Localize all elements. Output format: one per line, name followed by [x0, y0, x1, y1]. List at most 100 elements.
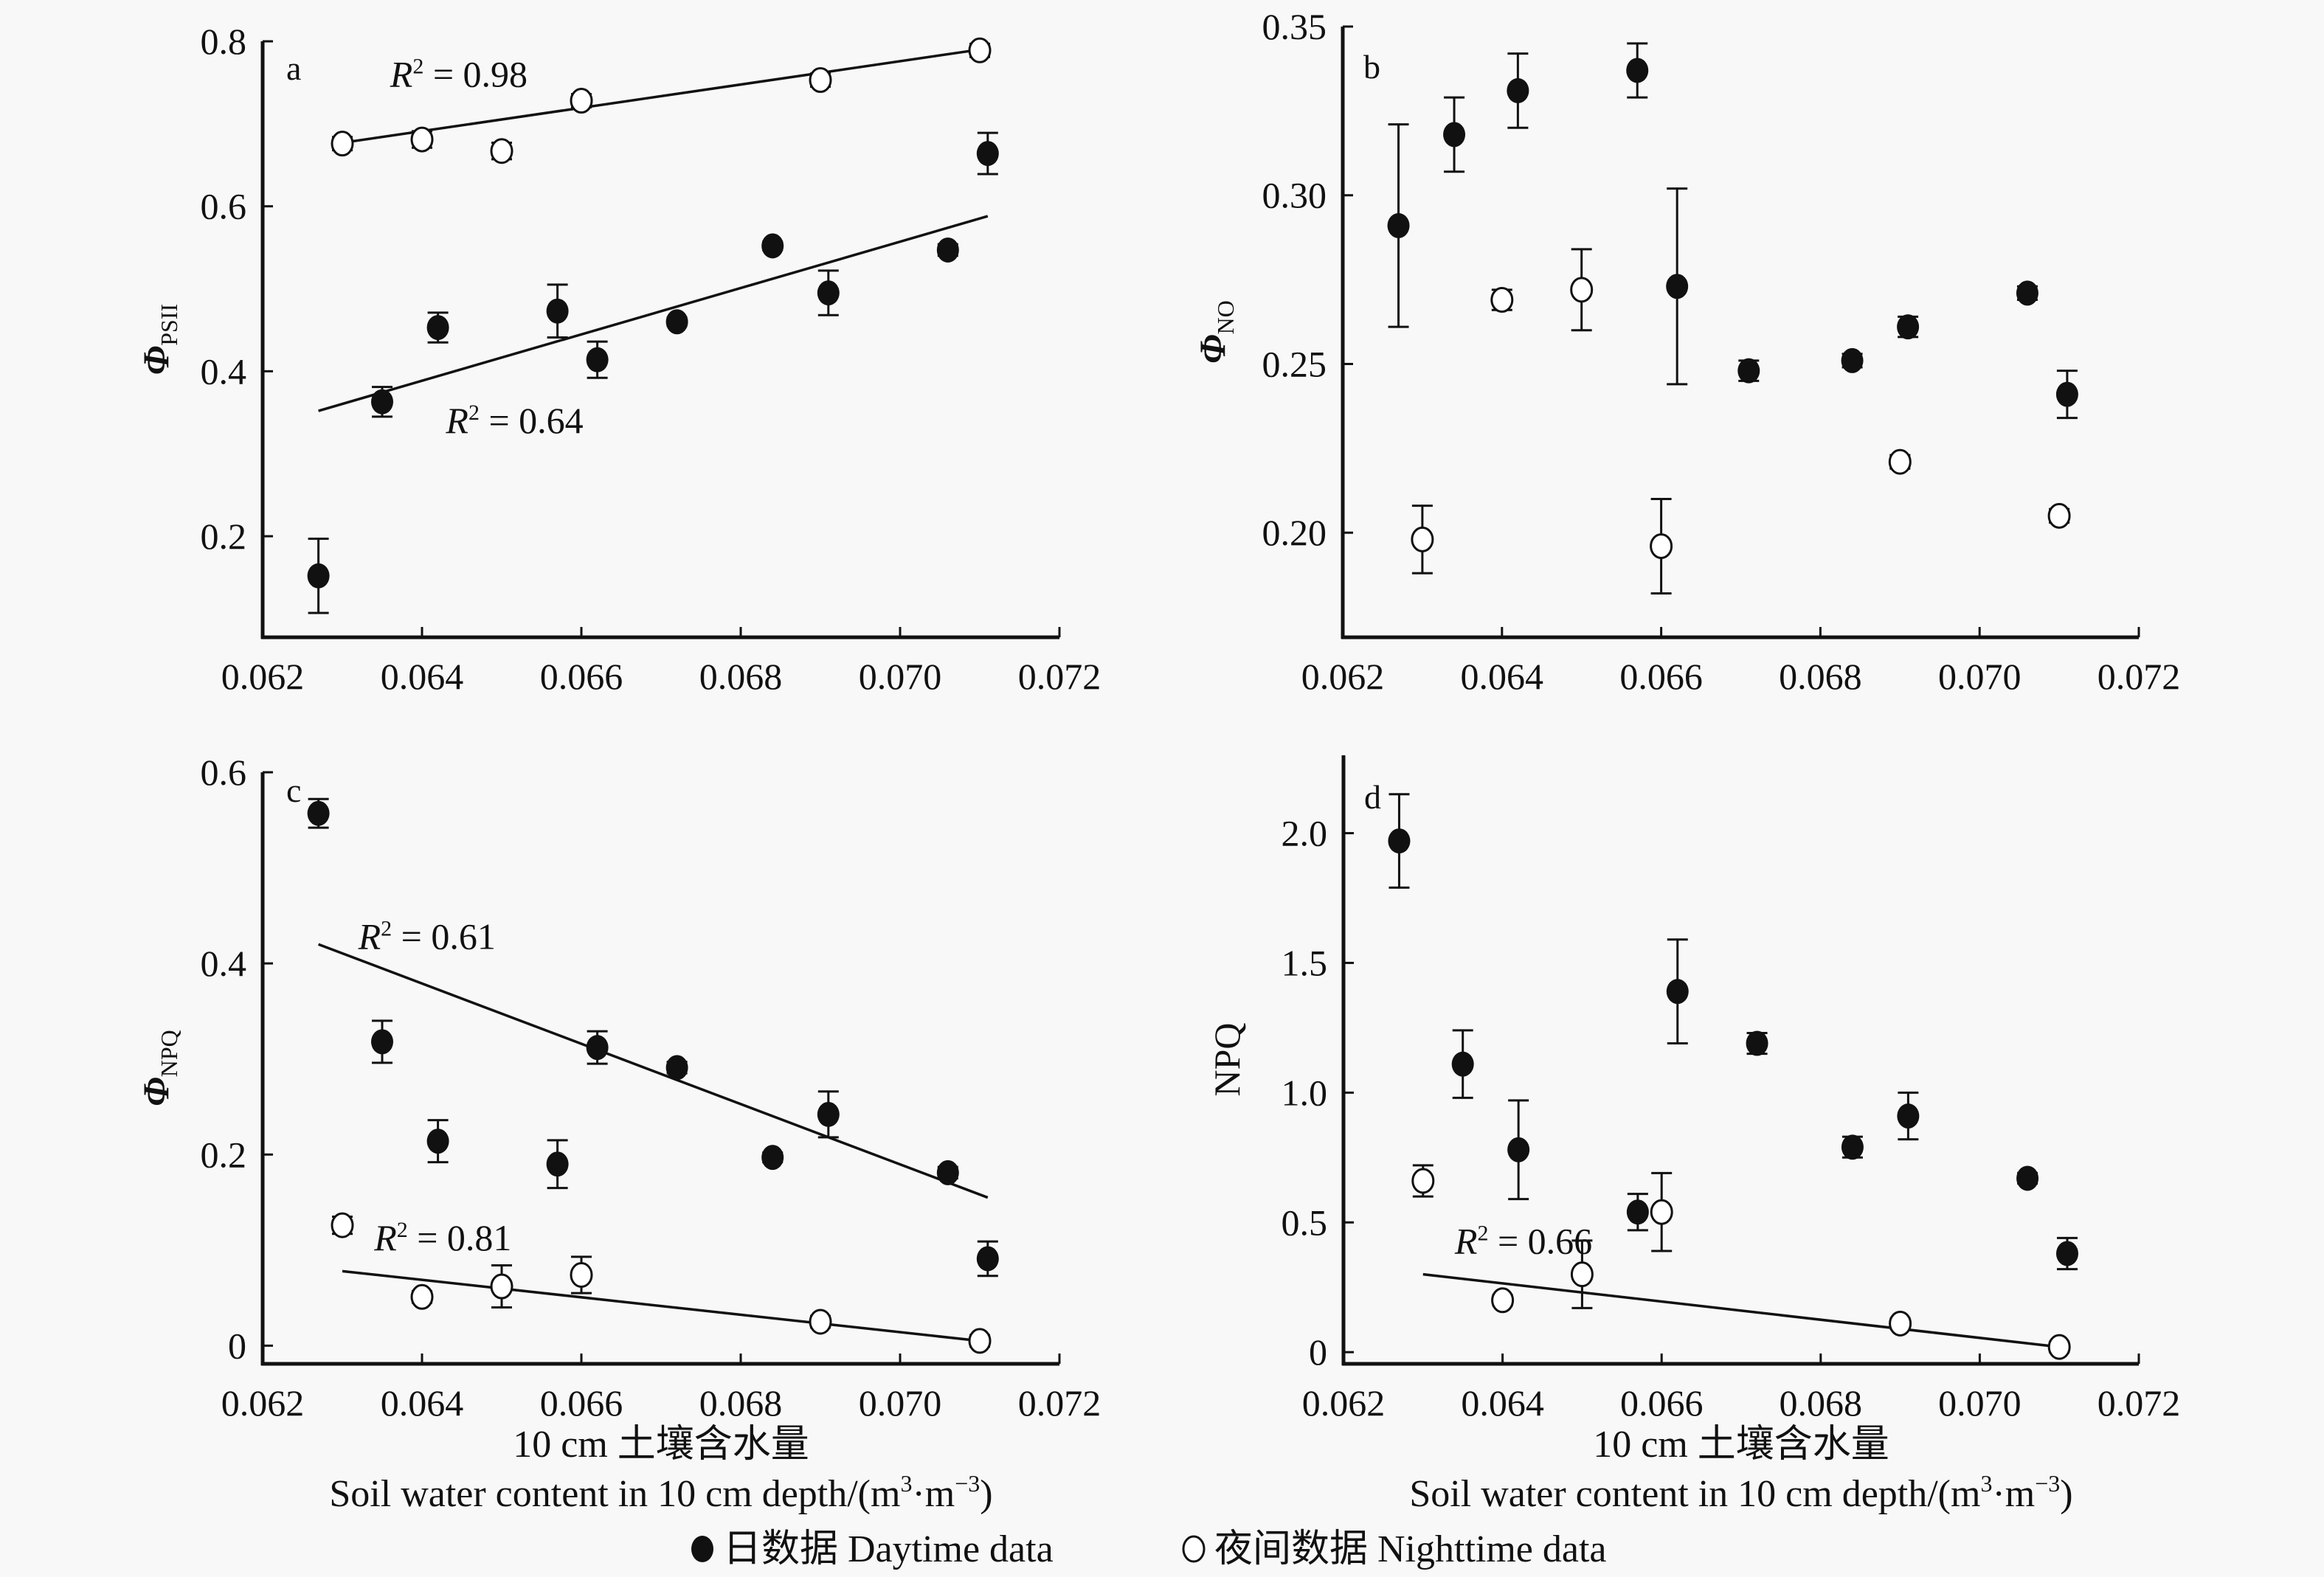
data-point	[809, 1309, 832, 1335]
y-axis-title: ΦNPQ	[135, 1030, 182, 1106]
data-point	[1897, 314, 1920, 340]
data-point	[1650, 1171, 1673, 1252]
marker-filled	[976, 1246, 999, 1272]
x-tick-label: 0.068	[699, 1382, 783, 1424]
marker-filled	[371, 389, 393, 415]
y-tick-label: 0.4	[201, 943, 247, 984]
y-axis-title-sub: NPQ	[156, 1030, 182, 1077]
data-point	[371, 1019, 393, 1064]
data-point	[665, 309, 688, 335]
data-point	[1570, 248, 1594, 332]
data-point	[307, 537, 330, 614]
r2-symbol: R	[358, 916, 381, 957]
marker-open	[968, 37, 992, 63]
x-tick-label: 0.064	[1461, 656, 1544, 697]
r2-value: = 0.64	[480, 400, 584, 441]
data-point	[665, 1055, 688, 1081]
marker-filled	[761, 233, 784, 259]
data-point	[1626, 42, 1649, 99]
xlabel-en-sup1: 3	[900, 1470, 912, 1497]
marker-filled	[1387, 212, 1410, 238]
data-point	[1841, 1134, 1864, 1160]
data-point	[570, 1255, 593, 1294]
y-tick-label: 0.2	[201, 1134, 247, 1175]
xlabel-en-left: Soil water content in 10 cm depth/(m3·m−…	[329, 1470, 992, 1515]
y-axis-title-main: NPQ	[1206, 1022, 1248, 1096]
r2-value: = 0.61	[392, 916, 496, 957]
r2-symbol: R	[373, 1217, 397, 1258]
panel-a: 0.062 0.064 0.066 0.068 0.070 0.072 0.2 0.4 0.6 0…	[135, 21, 1101, 697]
data-point	[936, 237, 959, 263]
data-point	[1451, 1029, 1474, 1099]
marker-open	[570, 88, 593, 114]
legend-daytime-marker-icon	[691, 1536, 713, 1562]
marker-filled	[1897, 1103, 1920, 1129]
r2-superscript: 2	[1477, 1221, 1488, 1245]
y-tick-label: 2.0	[1282, 813, 1328, 854]
marker-filled	[1507, 1137, 1530, 1162]
data-point	[426, 311, 449, 344]
x-tick-label: 0.066	[1620, 1382, 1704, 1424]
series-nighttime	[1411, 1164, 2071, 1360]
marker-open	[490, 138, 513, 164]
x-tick-label: 0.072	[2098, 656, 2181, 697]
data-point	[936, 1160, 959, 1185]
panel-letter: c	[286, 772, 301, 809]
y-axis-title: ΦNO	[1192, 300, 1239, 364]
data-point	[976, 131, 999, 176]
data-point	[586, 1030, 609, 1065]
x-tick-label: 0.068	[699, 656, 783, 697]
x-tick-label: 0.064	[381, 1382, 464, 1424]
data-point	[1666, 187, 1689, 386]
data-point	[2055, 370, 2078, 420]
data-point	[410, 1283, 434, 1310]
data-point	[817, 1090, 840, 1139]
data-point	[1888, 448, 1912, 475]
y-tick-label: 1.5	[1282, 942, 1328, 983]
marker-filled	[546, 1151, 569, 1177]
series-nighttime	[1411, 248, 2071, 595]
data-point	[1650, 497, 1673, 595]
marker-open	[1570, 1261, 1594, 1288]
x-tick-label: 0.070	[1938, 1382, 2022, 1424]
marker-filled	[307, 563, 330, 589]
marker-open	[490, 1273, 513, 1300]
y-axis-title-sub: NO	[1212, 300, 1239, 334]
x-tick-label: 0.062	[221, 656, 305, 697]
r2-label: R2 = 0.64	[445, 400, 583, 441]
x-tick-label: 0.066	[1619, 656, 1703, 697]
data-point	[331, 131, 354, 157]
x-tick-label: 0.062	[1302, 1382, 1386, 1424]
y-tick-label: 0.25	[1262, 343, 1327, 384]
data-point	[371, 386, 393, 418]
marker-filled	[1507, 77, 1529, 103]
data-point	[976, 1240, 999, 1278]
x-tick-label: 0.068	[1779, 656, 1862, 697]
data-point	[546, 283, 569, 339]
data-point	[1746, 1030, 1768, 1056]
panel-b: 0.062 0.064 0.066 0.068 0.070 0.072 0.20 0.25 0.…	[1192, 6, 2180, 697]
series-daytime	[307, 131, 999, 614]
data-point	[1507, 1099, 1530, 1201]
r2-value: = 0.81	[408, 1217, 512, 1258]
marker-open	[809, 1309, 832, 1335]
y-axis-title-sub: PSII	[156, 304, 182, 346]
data-point	[809, 67, 832, 94]
y-tick-label: 0.20	[1262, 512, 1327, 553]
r2-label: R2 = 0.61	[358, 916, 496, 957]
series-nighttime	[331, 37, 992, 164]
marker-open	[570, 1262, 593, 1289]
data-point	[490, 1264, 513, 1309]
x-tick-label: 0.072	[1018, 1382, 1102, 1424]
xlabel-en-end: )	[2060, 1473, 2072, 1515]
data-point	[331, 1212, 354, 1238]
y-tick-label: 0	[1309, 1331, 1327, 1373]
x-tick-label: 0.070	[1938, 656, 2022, 697]
marker-filled	[761, 1145, 784, 1171]
marker-filled	[1443, 122, 1466, 148]
series-daytime	[1388, 793, 2078, 1271]
fit-line-daytime	[318, 215, 989, 412]
y-axis-title-main: Φ	[135, 1077, 176, 1106]
legend-nighttime-label: 夜间数据 Nighttime data	[1214, 1528, 1606, 1570]
